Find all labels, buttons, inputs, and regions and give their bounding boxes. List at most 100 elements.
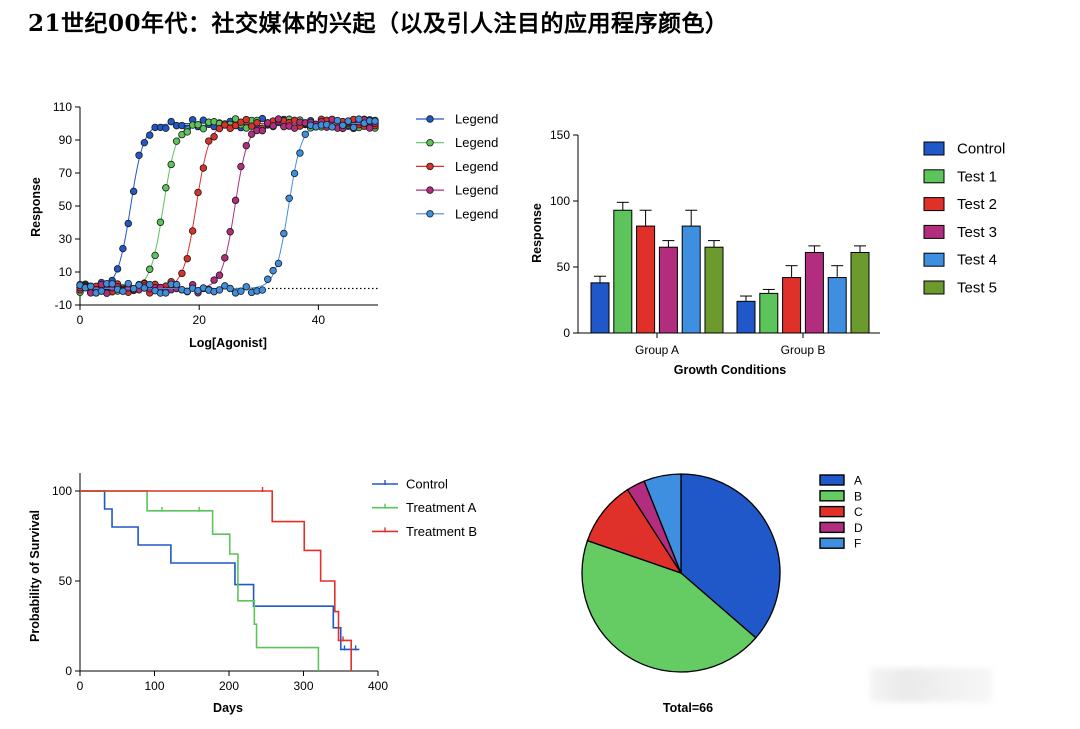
dose-point-series-3 [199, 164, 208, 172]
dose-legend-marker [426, 138, 434, 147]
dose-point-series-5 [280, 229, 288, 238]
dose-point-series-4 [226, 228, 234, 236]
dose-response-plot-area: 110 90 70 50 30 10 -10 0 20 40 [53, 100, 379, 327]
dose-y-tick-label: 30 [59, 232, 73, 246]
dose-point-series-2 [194, 121, 202, 129]
dose-point-series-5 [349, 123, 358, 132]
dose-point-series-5 [285, 194, 293, 202]
dose-point-series-3 [231, 121, 240, 130]
dose-point-series-3 [205, 137, 213, 145]
dose-point-series-4 [221, 254, 229, 262]
dose-legend-label: Legend [455, 206, 498, 221]
dose-y-tick-label: 50 [59, 199, 73, 213]
dose-y-axis-title: Response [29, 177, 43, 237]
dose-point-series-5 [87, 282, 95, 291]
dose-point-series-1 [162, 124, 170, 132]
dose-point-series-5 [339, 121, 347, 130]
dose-point-series-1 [167, 117, 175, 126]
dose-point-series-3 [247, 122, 256, 130]
dose-point-series-1 [119, 244, 127, 253]
dose-point-series-4 [365, 124, 374, 132]
dose-y-tick-label: 90 [59, 133, 73, 147]
dose-legend-label: Legend [455, 112, 498, 127]
dose-point-series-1 [140, 138, 149, 147]
dose-point-series-2 [151, 251, 159, 260]
dose-y-tick-label: 110 [53, 100, 72, 114]
dose-curve-3 [80, 123, 378, 289]
dose-point-series-2 [172, 137, 181, 145]
dose-point-series-1 [129, 187, 138, 196]
dose-point-series-5 [146, 280, 154, 289]
dose-point-series-3 [215, 124, 224, 133]
dose-point-series-5 [226, 284, 234, 293]
dose-x-axis-title: Log[Agonist] [189, 336, 267, 350]
dose-point-series-2 [162, 184, 170, 192]
dose-point-series-3 [242, 115, 250, 124]
dose-point-series-2 [167, 160, 175, 169]
dose-point-series-4 [231, 196, 240, 205]
dose-point-series-5 [258, 286, 267, 294]
dose-x-tick-label: 0 [77, 313, 84, 327]
dose-point-series-4 [247, 130, 256, 138]
dose-point-series-1 [113, 265, 122, 273]
dose-curve-1 [80, 123, 378, 289]
dose-point-series-5 [269, 266, 277, 275]
dose-legend-label: Legend [455, 135, 498, 150]
dose-point-series-4 [290, 124, 299, 132]
dose-point-series-4 [269, 122, 277, 130]
dose-point-series-3 [194, 188, 202, 197]
dose-point-series-3 [210, 133, 218, 141]
dose-curve-4 [80, 123, 378, 289]
dose-point-series-5 [97, 287, 106, 295]
page-title: 21世纪00年代：社交媒体的兴起（以及引人注目的应用程序颜色） [28, 10, 729, 37]
dose-point-series-4 [215, 271, 224, 279]
dose-point-series-5 [140, 284, 149, 292]
dose-point-series-2 [156, 218, 165, 226]
dose-point-series-5 [301, 130, 309, 138]
dose-point-series-5 [296, 149, 304, 157]
dose-legend-marker [426, 115, 434, 123]
dose-point-series-1 [146, 131, 154, 139]
dose-legend: Legend Legend Legend Legend Legend [416, 112, 498, 221]
dose-x-tick-label: 40 [312, 313, 326, 327]
dose-x-tick-label: 20 [193, 313, 207, 327]
dose-point-series-4 [274, 115, 283, 123]
dose-point-series-1 [124, 219, 132, 228]
dose-point-series-5 [242, 283, 250, 291]
dose-point-series-3 [183, 254, 191, 263]
dose-point-series-2 [199, 124, 208, 133]
dose-point-series-3 [178, 269, 186, 278]
dose-y-tick-label: -10 [55, 298, 73, 312]
dose-legend-marker [426, 162, 434, 171]
dose-curve-2 [80, 123, 378, 289]
dose-legend-label: Legend [455, 159, 498, 174]
dose-point-series-3 [221, 121, 229, 129]
dose-point-series-5 [124, 279, 132, 288]
dose-point-series-5 [290, 169, 299, 178]
dose-y-tick-label: 10 [59, 265, 73, 279]
dose-point-series-5 [237, 287, 245, 295]
dose-point-series-3 [253, 119, 261, 127]
dose-point-series-1 [135, 151, 143, 159]
dose-legend-marker [426, 186, 434, 194]
dose-point-series-5 [333, 116, 342, 125]
dose-point-series-5 [215, 286, 224, 294]
blurred-watermark [870, 668, 992, 702]
dose-point-series-5 [328, 123, 336, 131]
dose-point-series-2 [183, 128, 191, 136]
dose-point-series-5 [371, 117, 379, 125]
dose-point-series-4 [242, 141, 250, 150]
dose-point-series-5 [172, 280, 181, 289]
dose-y-tick-label: 70 [59, 166, 73, 180]
dose-curve-5 [80, 123, 378, 289]
dose-point-series-5 [274, 259, 283, 268]
dose-point-series-4 [210, 276, 218, 284]
dose-point-series-5 [162, 289, 170, 297]
dose-point-series-5 [108, 280, 116, 288]
dose-point-series-5 [264, 275, 272, 283]
dose-point-series-5 [344, 117, 352, 125]
dose-point-series-5 [119, 287, 127, 295]
dose-legend-label: Legend [455, 183, 498, 198]
dose-point-series-4 [237, 162, 245, 171]
